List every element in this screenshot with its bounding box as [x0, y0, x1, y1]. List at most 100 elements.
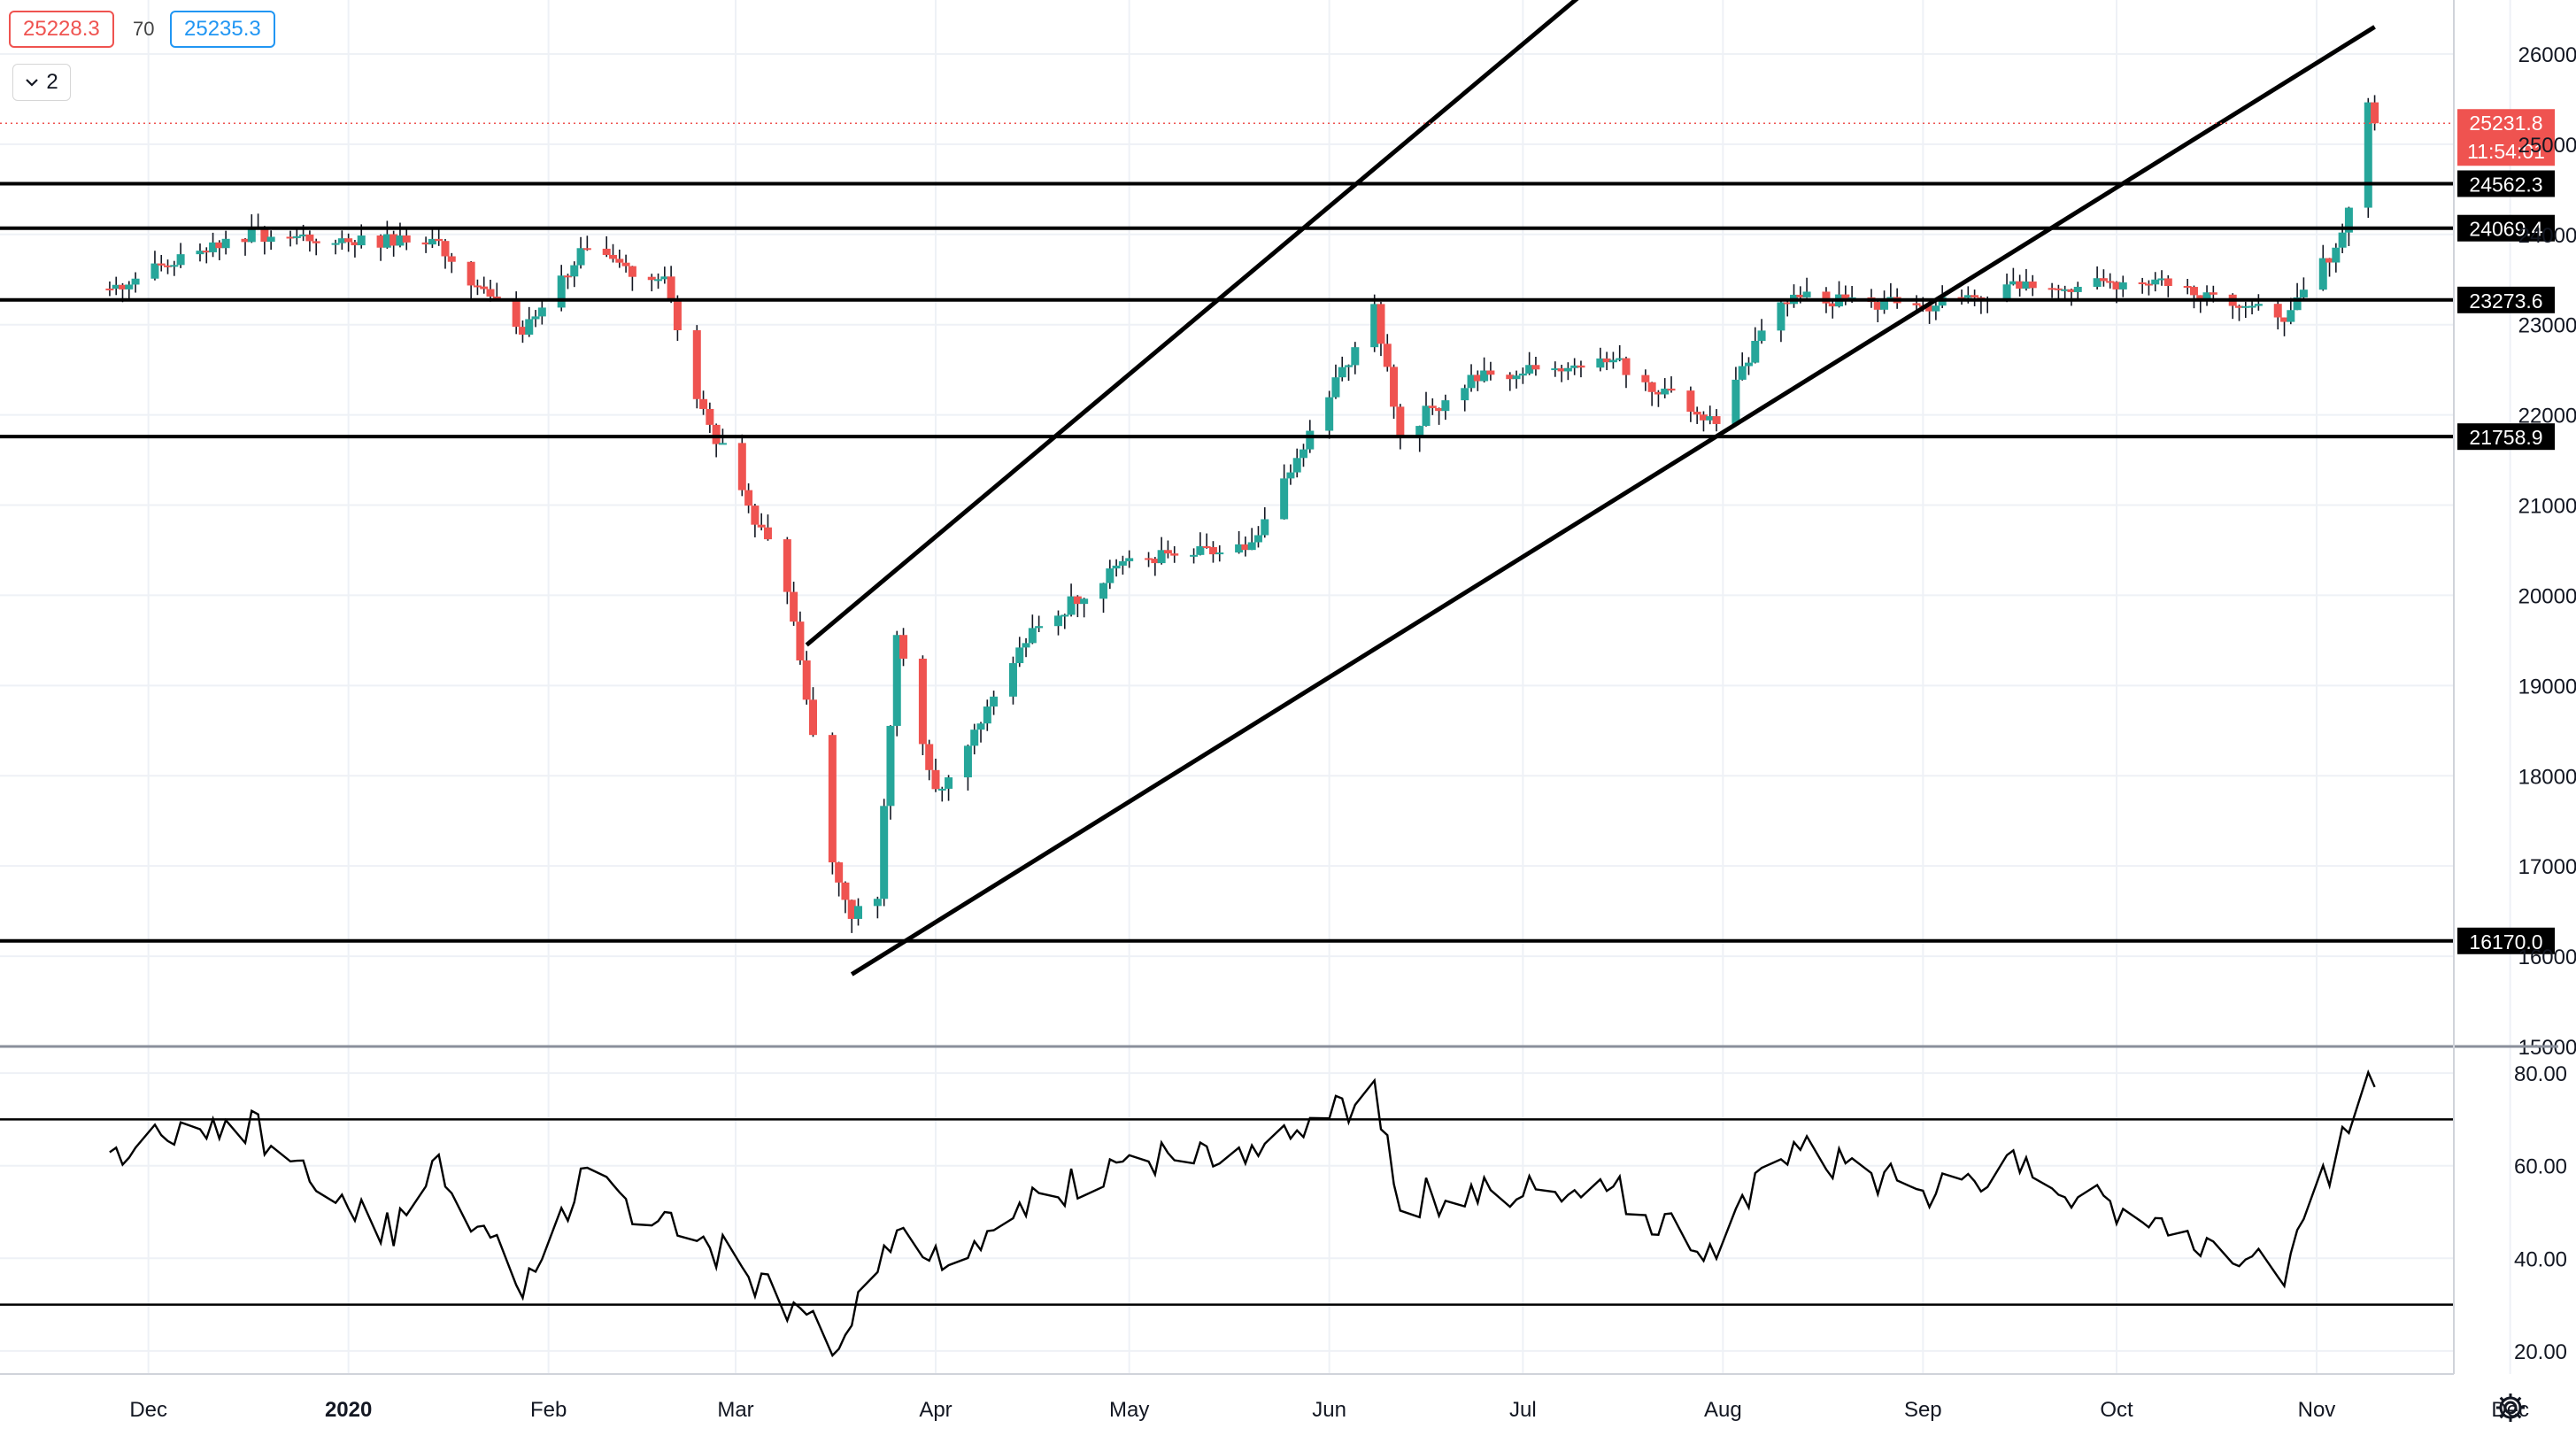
- candle-body: [2112, 282, 2121, 290]
- candle-body: [337, 238, 346, 243]
- candle: [286, 230, 295, 247]
- candle: [1190, 548, 1199, 564]
- candle: [1435, 407, 1444, 425]
- gear-icon[interactable]: [2493, 1390, 2528, 1425]
- candle-body: [931, 769, 940, 790]
- y-tick-label: 18000.0: [2518, 765, 2576, 789]
- candle: [945, 775, 953, 801]
- candle: [854, 898, 863, 926]
- candle: [699, 390, 708, 415]
- candle-body: [1099, 583, 1108, 599]
- candle-body: [1602, 358, 1611, 363]
- rsi-tick-label: 40.00: [2514, 1247, 2567, 1271]
- candle-body: [963, 745, 972, 778]
- candle: [1112, 559, 1121, 577]
- candle: [1699, 411, 1708, 432]
- candle-body: [1963, 295, 1972, 298]
- candle: [266, 230, 275, 251]
- candle: [421, 236, 430, 253]
- candle: [2157, 270, 2166, 286]
- candle-body: [937, 788, 946, 791]
- candle-body: [2318, 258, 2327, 290]
- candle: [382, 220, 391, 249]
- candle-body: [783, 539, 791, 592]
- candle-body: [2241, 305, 2250, 308]
- candle: [125, 281, 134, 301]
- candle: [1241, 537, 1250, 557]
- candle-body: [1570, 365, 1579, 368]
- candle-body: [266, 236, 275, 243]
- candle: [467, 260, 475, 299]
- candle: [1441, 394, 1450, 421]
- candle-body: [1325, 397, 1334, 431]
- candle-body: [382, 234, 391, 248]
- candle-body: [970, 730, 979, 746]
- ask-price-box[interactable]: 25235.3: [170, 11, 275, 48]
- candle: [712, 423, 721, 458]
- y-tick-label: 22000.0: [2518, 405, 2576, 428]
- candle: [2364, 97, 2372, 219]
- candle: [1253, 526, 1262, 548]
- candle-body: [1286, 472, 1295, 479]
- candle-body: [1208, 546, 1217, 555]
- candle: [654, 273, 663, 290]
- candle: [2254, 294, 2263, 311]
- candle-body: [1512, 375, 1521, 380]
- candle-body: [1053, 615, 1062, 627]
- candle-body: [1563, 367, 1572, 372]
- y-tick-label: 21000.0: [2518, 495, 2576, 519]
- grid-lines: [0, 0, 2511, 1374]
- x-tick-label: Sep: [1904, 1398, 1942, 1422]
- candle-body: [241, 238, 250, 243]
- candle: [1035, 615, 1044, 632]
- candle-body: [744, 490, 753, 506]
- candle-body: [1654, 391, 1662, 395]
- candle: [2022, 268, 2031, 291]
- candle: [1802, 277, 1811, 298]
- candle-body: [1351, 347, 1360, 366]
- candle-body: [2371, 102, 2379, 124]
- collapse-indicators-button[interactable]: 2: [12, 64, 71, 101]
- candle: [1099, 583, 1108, 614]
- candle-body: [473, 285, 482, 288]
- current-price-tag: 25231.8 11:54:01: [2457, 109, 2555, 166]
- x-tick-label: Oct: [2100, 1398, 2133, 1422]
- candle: [1738, 352, 1747, 381]
- candle-body: [1306, 430, 1315, 450]
- candle: [105, 281, 114, 297]
- candle-body: [1008, 663, 1017, 697]
- candle-body: [125, 284, 134, 290]
- candle: [150, 251, 159, 281]
- candle: [963, 744, 972, 791]
- candle-body: [983, 706, 991, 724]
- candle: [2144, 280, 2153, 296]
- candle: [873, 896, 882, 919]
- candle: [1261, 506, 1269, 538]
- candle: [1196, 532, 1205, 556]
- bid-price: 25228.3: [23, 17, 100, 41]
- candle: [2280, 317, 2289, 336]
- candle: [1480, 357, 1489, 382]
- candle-body: [105, 288, 114, 290]
- candle: [473, 279, 482, 296]
- candle-body: [331, 243, 340, 245]
- candle: [2093, 266, 2102, 290]
- candle-body: [1706, 416, 1715, 421]
- candle: [1473, 370, 1482, 391]
- candle: [344, 233, 353, 252]
- bid-price-box[interactable]: 25228.3: [9, 11, 114, 48]
- candle-body: [1822, 291, 1831, 304]
- candle: [673, 295, 682, 341]
- candle-body: [2028, 281, 2037, 289]
- candle: [428, 228, 436, 249]
- candle: [376, 234, 385, 261]
- candle-body: [2202, 292, 2211, 299]
- candle: [435, 229, 443, 246]
- candle: [1390, 364, 1399, 419]
- candle: [899, 628, 908, 667]
- candle: [1300, 444, 1308, 467]
- candle-body: [1300, 449, 1308, 459]
- candle: [563, 274, 572, 290]
- candle: [1163, 540, 1172, 559]
